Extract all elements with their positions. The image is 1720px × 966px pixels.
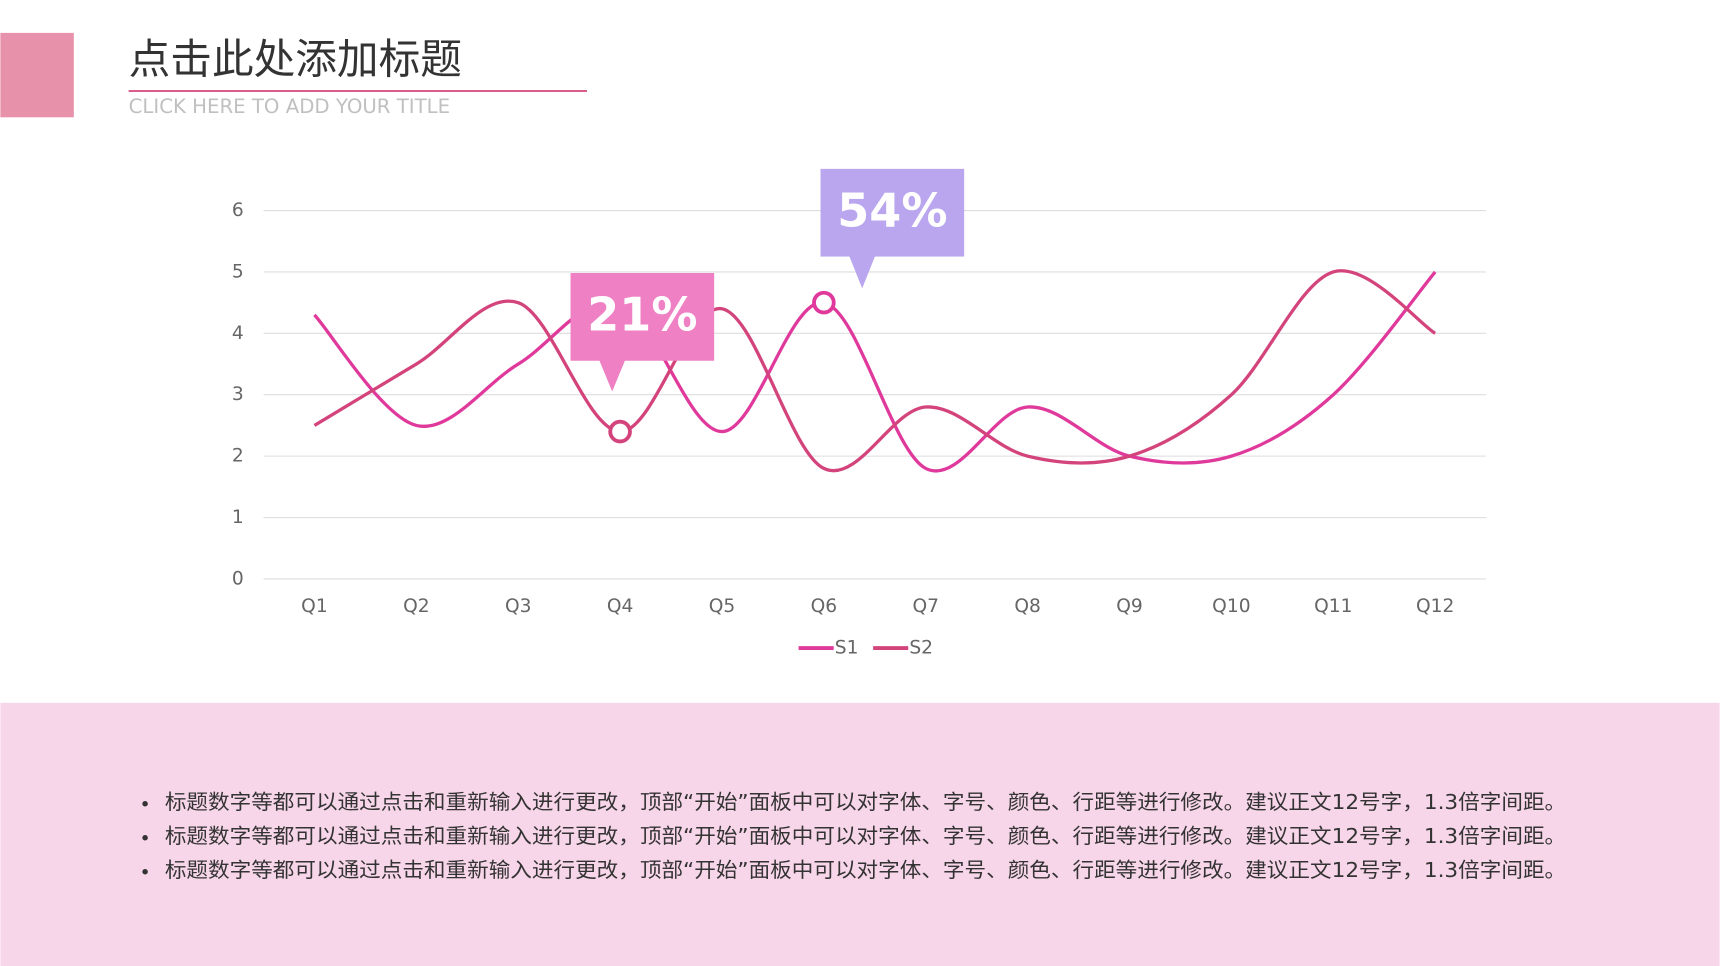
x-tick-label: Q7 xyxy=(912,596,939,617)
x-tick-label: Q4 xyxy=(607,596,634,617)
y-tick-label: 6 xyxy=(232,200,244,221)
x-tick-label: Q12 xyxy=(1416,596,1454,617)
y-tick-label: 2 xyxy=(232,446,244,467)
x-tick-label: Q2 xyxy=(403,596,430,617)
y-tick-label: 4 xyxy=(232,323,244,344)
callout-pointer xyxy=(599,359,626,392)
x-tick-label: Q6 xyxy=(811,596,838,617)
bullet-dot xyxy=(142,800,148,807)
callout-label: 54% xyxy=(837,183,947,237)
bullet-dot xyxy=(142,868,148,875)
legend-label: S1 xyxy=(835,638,859,659)
series-line xyxy=(313,269,1437,473)
y-tick-label: 5 xyxy=(232,261,244,282)
slide-title: 点击此处添加标题 xyxy=(129,34,462,83)
x-tick-label: Q8 xyxy=(1014,596,1041,617)
slide-subtitle: CLICK HERE TO ADD YOUR TITLE xyxy=(129,95,450,118)
bullet-text: 标题数字等都可以通过点击和重新输入进行更改，顶部“开始”面板中可以对字体、字号、… xyxy=(165,790,1566,814)
header-block xyxy=(0,32,74,118)
x-tick-label: Q5 xyxy=(709,596,736,617)
body-text: 标题数字等都可以通过点击和重新输入进行更改，顶部“开始”面板中可以对字体、字号、… xyxy=(142,790,1566,882)
callout-box xyxy=(820,168,965,257)
legend: S1 S2 xyxy=(798,638,933,659)
y-tick-label: 3 xyxy=(232,384,244,405)
x-tick-label: Q11 xyxy=(1314,596,1352,617)
x-tick-label: Q3 xyxy=(505,596,532,617)
chart: 0 1 2 3 4 5 6 Q1 Q2 Q3 Q4 Q5 Q6 Q7 Q8 Q9 Q10 Q11 Q12 21% 54%… xyxy=(232,168,1487,659)
highlight-point xyxy=(608,419,632,444)
highlight-point xyxy=(812,290,836,315)
y-tick-label: 1 xyxy=(232,507,244,528)
bullet-dot xyxy=(142,834,148,841)
bullet-text: 标题数字等都可以通过点击和重新输入进行更改，顶部“开始”面板中可以对字体、字号、… xyxy=(165,824,1566,848)
callout-box xyxy=(570,273,715,361)
x-tick-label: Q9 xyxy=(1116,596,1143,617)
body-panel xyxy=(0,702,1720,966)
legend-label: S2 xyxy=(909,638,933,659)
series-line xyxy=(313,270,1437,473)
bullet-text: 标题数字等都可以通过点击和重新输入进行更改，顶部“开始”面板中可以对字体、字号、… xyxy=(165,858,1566,882)
x-tick-label: Q1 xyxy=(301,596,328,617)
callout-label: 21% xyxy=(587,287,697,341)
y-tick-label: 0 xyxy=(232,568,244,589)
callout-pointer xyxy=(849,255,876,289)
x-tick-label: Q10 xyxy=(1212,596,1250,617)
